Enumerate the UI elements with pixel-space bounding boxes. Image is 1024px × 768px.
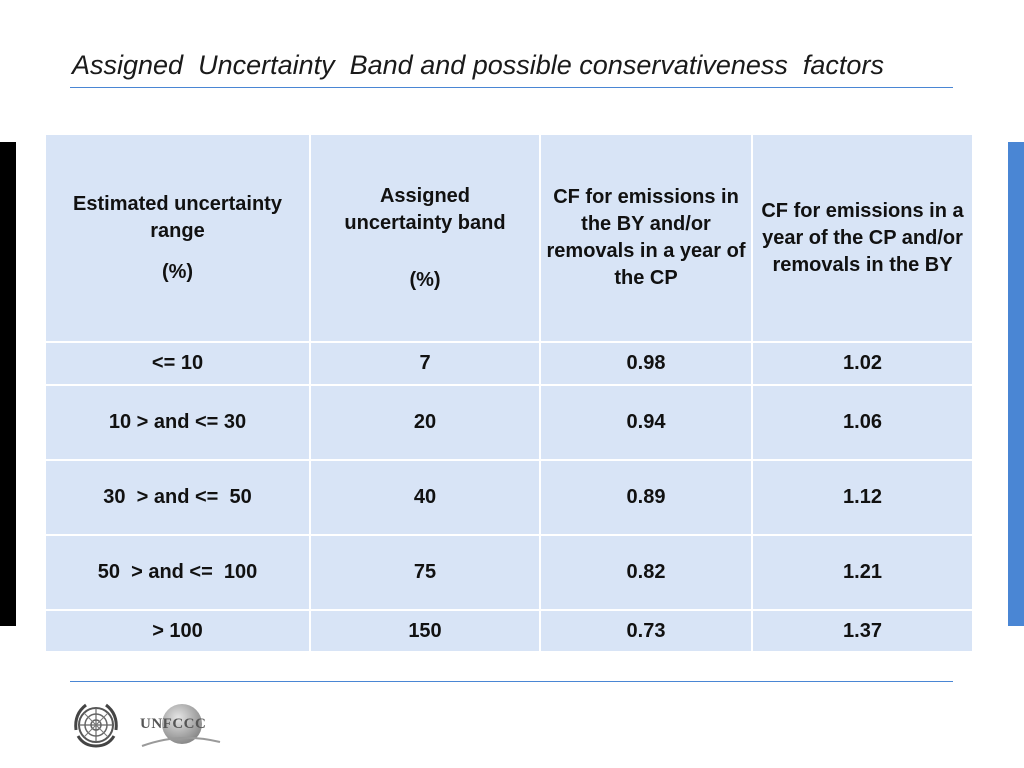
table-cell: 150 <box>309 609 541 653</box>
header-cf-emissions-cp: CF for emissions in a year of the CP and… <box>751 133 974 343</box>
title-divider <box>70 87 953 88</box>
unfccc-logo: UNFCCC <box>140 702 290 752</box>
un-emblem-icon <box>70 700 122 750</box>
table-row: <= 10 7 0.98 1.02 <box>44 341 974 386</box>
table-cell: 7 <box>309 341 541 386</box>
table-cell: 0.94 <box>539 384 753 461</box>
table-cell: 50 > and <= 100 <box>44 534 311 611</box>
slide-title: Assigned Uncertainty Band and possible c… <box>72 50 884 80</box>
table-cell: 1.12 <box>751 459 974 536</box>
table-cell: > 100 <box>44 609 311 653</box>
uncertainty-table: Estimated uncertainty range (%) Assigned… <box>44 133 974 653</box>
table-cell: 20 <box>309 384 541 461</box>
header-label: CF for emissions in a year of the CP and… <box>761 199 964 276</box>
header-assigned-band: Assigned uncertainty band (%) <box>309 133 541 343</box>
table-cell: 30 > and <= 50 <box>44 459 311 536</box>
table-cell: 10 > and <= 30 <box>44 384 311 461</box>
table-row: 50 > and <= 100 75 0.82 1.21 <box>44 534 974 611</box>
header-uncertainty-range: Estimated uncertainty range (%) <box>44 133 311 343</box>
table-cell: 0.89 <box>539 459 753 536</box>
header-unit: (%) <box>161 260 194 283</box>
header-cf-emissions-by: CF for emissions in the BY and/or remova… <box>539 133 753 343</box>
header-label: CF for emissions in the BY and/or remova… <box>546 186 746 289</box>
header-unit: (%) <box>409 268 441 291</box>
table-cell: 0.73 <box>539 609 753 653</box>
header-label: Assigned uncertainty band <box>344 184 506 234</box>
table-header-row: Estimated uncertainty range (%) Assigned… <box>44 133 974 343</box>
table-row: 10 > and <= 30 20 0.94 1.06 <box>44 384 974 461</box>
table-cell: 1.06 <box>751 384 974 461</box>
table-cell: 75 <box>309 534 541 611</box>
left-accent-bar <box>0 142 16 626</box>
table-row: > 100 150 0.73 1.37 <box>44 609 974 653</box>
unfccc-wordmark: UNFCCC <box>140 716 207 732</box>
footer-divider <box>70 681 953 682</box>
table-cell: 1.37 <box>751 609 974 653</box>
header-label: Estimated uncertainty range <box>73 192 282 242</box>
table-row: 30 > and <= 50 40 0.89 1.12 <box>44 459 974 536</box>
table-cell: <= 10 <box>44 341 311 386</box>
table-cell: 1.02 <box>751 341 974 386</box>
table-cell: 1.21 <box>751 534 974 611</box>
table-cell: 40 <box>309 459 541 536</box>
table-cell: 0.82 <box>539 534 753 611</box>
right-accent-bar <box>1008 142 1024 626</box>
table-cell: 0.98 <box>539 341 753 386</box>
